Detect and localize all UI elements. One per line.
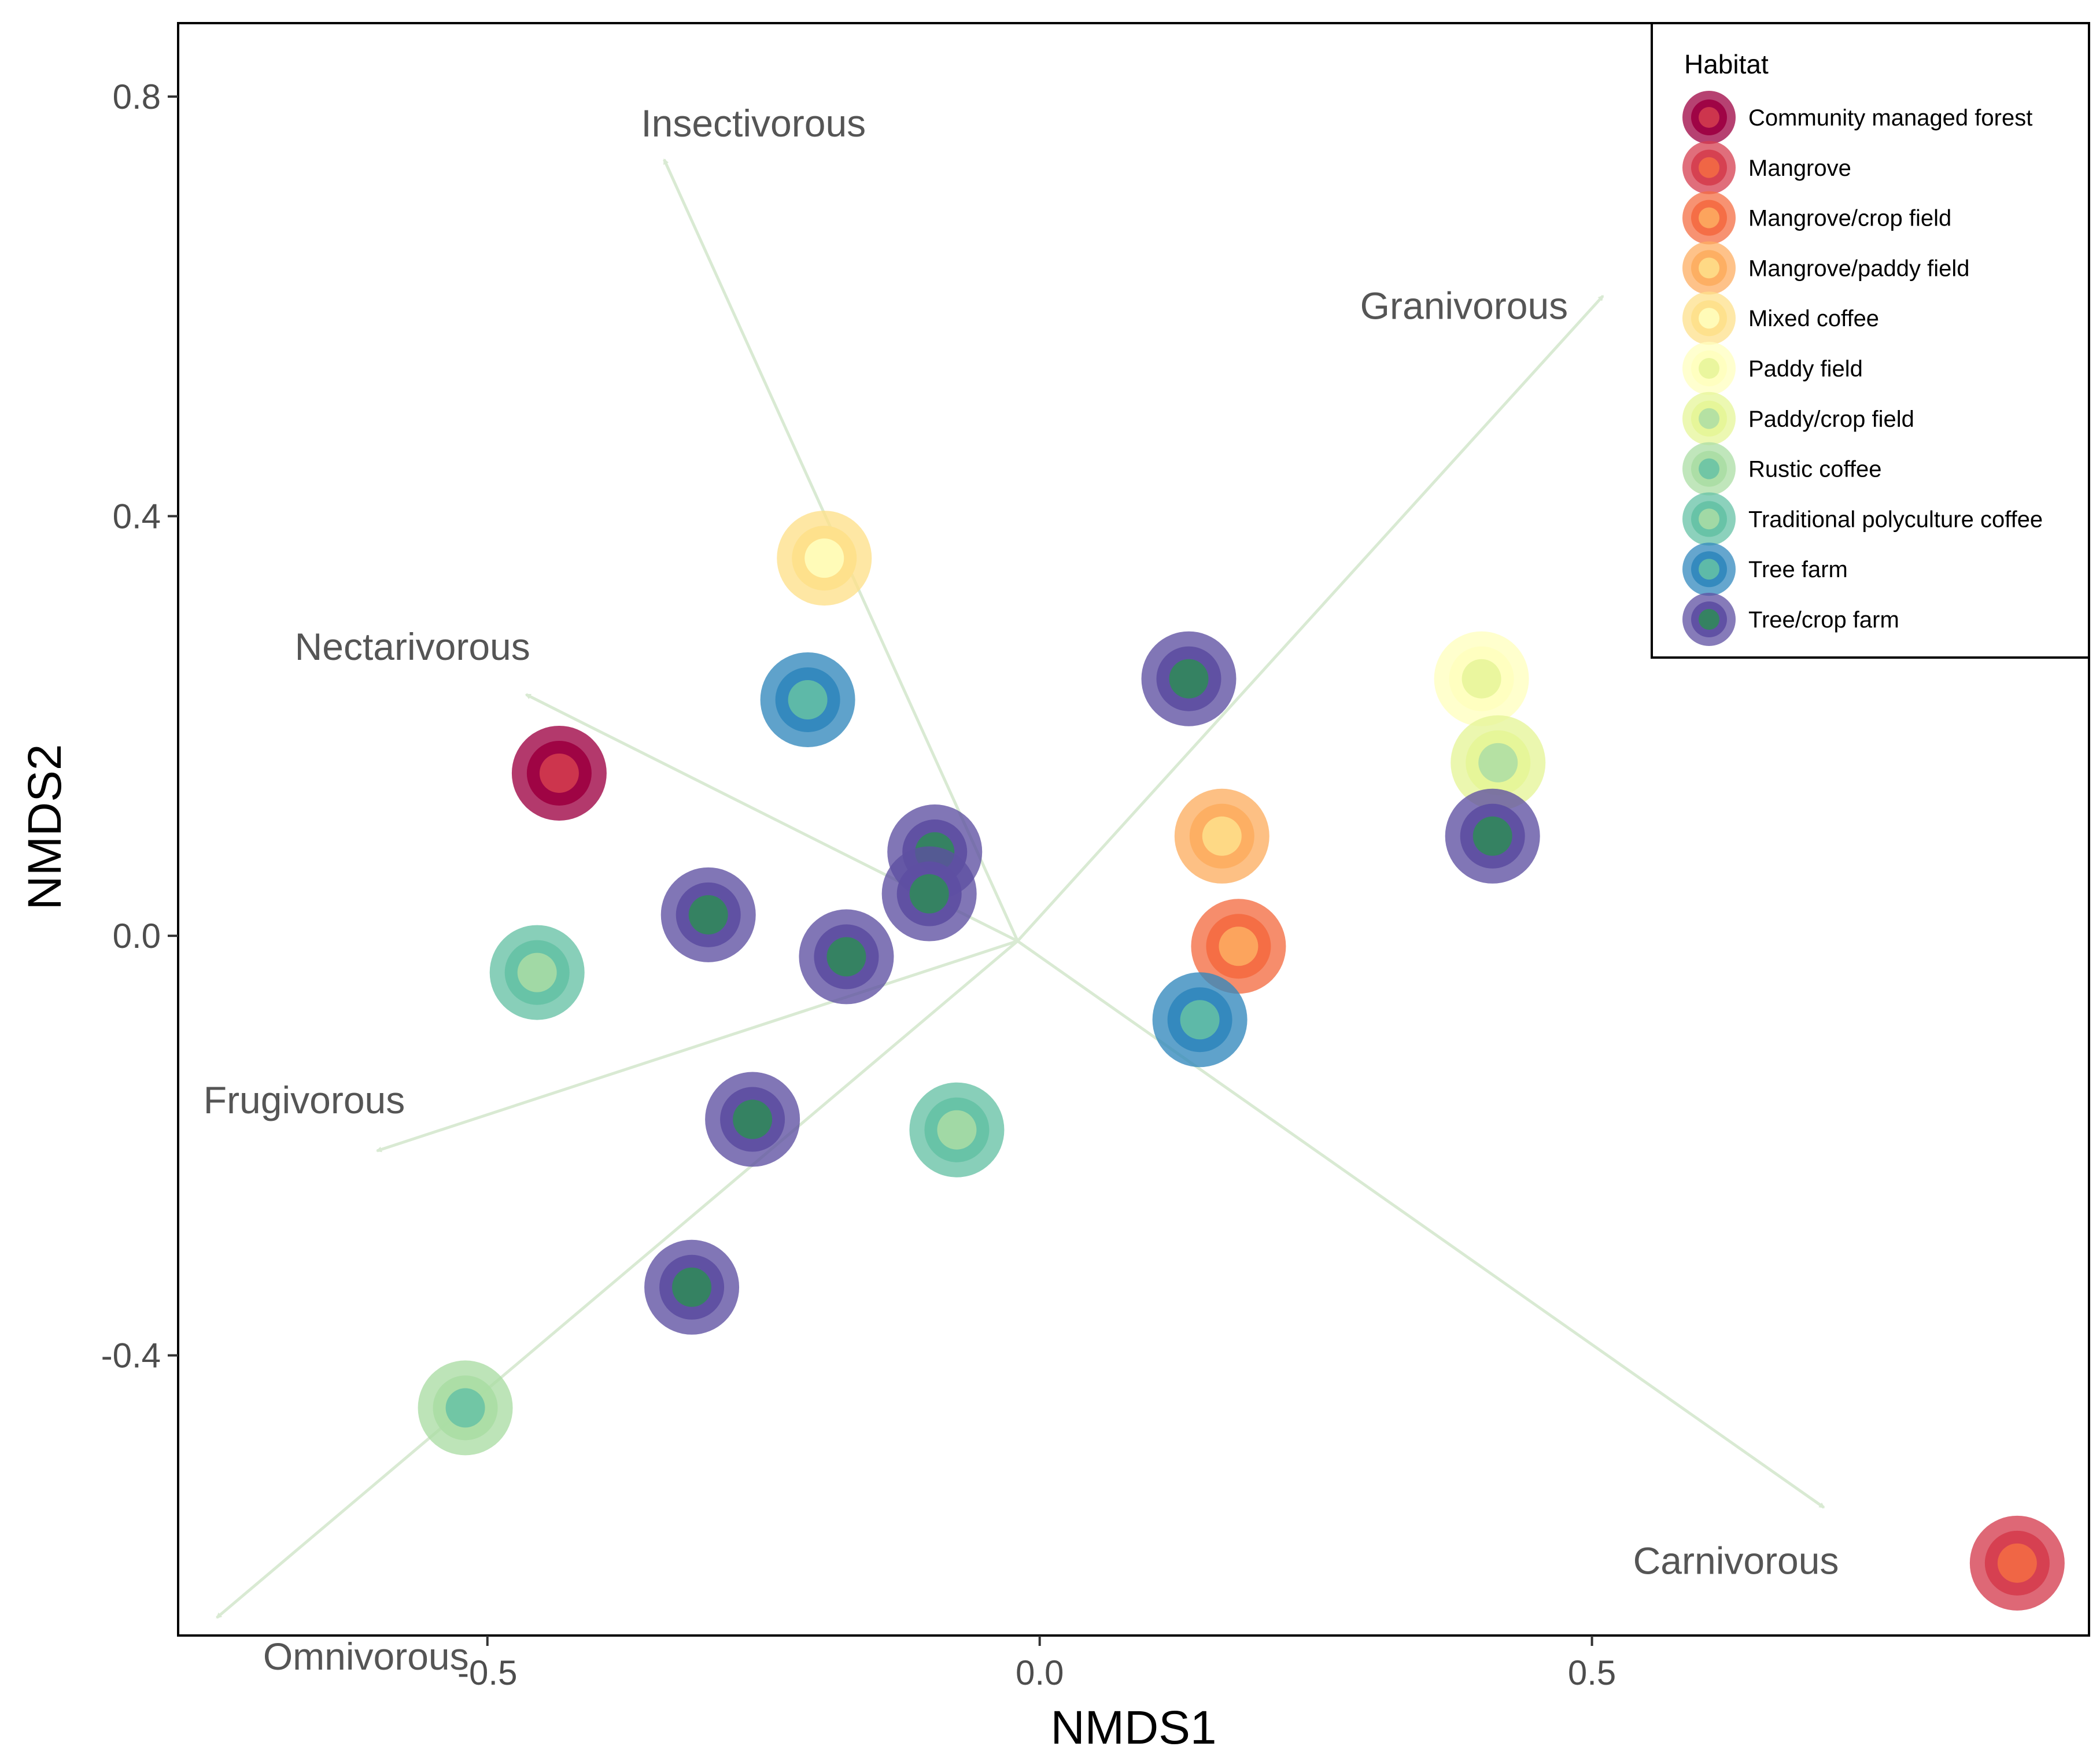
vector-frugivorous: [375, 939, 1018, 1153]
vector-label-nectarivorous: Nectarivorous: [295, 625, 530, 668]
legend-item-tree-crop-farm: Tree/crop farm: [1682, 593, 1899, 646]
point-core-mangrove-paddy-field: [1202, 816, 1242, 856]
point-core-community-managed-forest: [539, 753, 579, 793]
vector-carnivorous: [1017, 940, 1825, 1509]
legend-key-core: [1699, 157, 1719, 178]
legend-key-core: [1699, 257, 1719, 279]
legend-item-mixed-coffee: Mixed coffee: [1682, 291, 1879, 345]
legend-label: Tree farm: [1748, 557, 1848, 582]
legend-item-mangrove: Mangrove: [1682, 141, 1851, 194]
legend-item-rustic-coffee: Rustic coffee: [1682, 442, 1882, 496]
legend-item-mangrove-paddy-field: Mangrove/paddy field: [1682, 241, 1969, 295]
legend-key-core: [1699, 609, 1719, 630]
legend-title: Habitat: [1684, 49, 1769, 79]
trait-vectors: Insectivorous Nectarivorous Granivorous Fru…: [204, 102, 1839, 1678]
point-core-paddy-field: [1461, 659, 1501, 699]
legend-key-core: [1699, 107, 1719, 128]
y-tick-label: -0.4: [101, 1337, 161, 1375]
legend-item-traditional-polyculture-coffee: Traditional polyculture coffee: [1682, 492, 2043, 546]
point-core-traditional-polyculture-coffee: [517, 953, 557, 992]
legend-item-community-managed-forest: Community managed forest: [1682, 91, 2032, 144]
x-axis-title: NMDS1: [1050, 1701, 1216, 1754]
legend-key-core: [1699, 408, 1719, 429]
vector-label-insectivorous: Insectivorous: [641, 102, 866, 145]
point-core-tree-crop-farm: [909, 874, 949, 914]
legend-label: Mangrove/paddy field: [1748, 256, 1969, 281]
legend-key-core: [1699, 458, 1719, 479]
legend-label: Community managed forest: [1748, 105, 2032, 131]
legend-item-paddy-field: Paddy field: [1682, 342, 1863, 395]
y-axis-title: NMDS2: [19, 744, 71, 910]
x-tick-label: 0.0: [1016, 1653, 1064, 1692]
legend-key-core: [1699, 358, 1719, 379]
legend-key-core: [1699, 559, 1719, 580]
legend-label: Rustic coffee: [1748, 457, 1882, 482]
point-core-tree-farm: [788, 680, 828, 719]
legend-label: Mixed coffee: [1748, 306, 1879, 331]
legend-label: Tree/crop farm: [1748, 607, 1899, 633]
vector-label-granivorous: Granivorous: [1360, 285, 1568, 327]
vector-label-carnivorous: Carnivorous: [1633, 1540, 1839, 1582]
y-tick-label: 0.4: [113, 497, 161, 536]
legend: Habitat Community managed forest Mangrove…: [1651, 22, 2090, 659]
point-core-paddy-crop-field: [1478, 743, 1518, 782]
x-tick-label: -0.5: [457, 1653, 517, 1692]
legend-item-tree-farm: Tree farm: [1682, 542, 1848, 596]
legend-label: Paddy field: [1748, 356, 1863, 382]
legend-key-core: [1699, 308, 1719, 329]
point-core-rustic-coffee: [445, 1388, 485, 1428]
vector-label-frugivorous: Frugivorous: [204, 1079, 405, 1121]
legend-item-mangrove-crop-field: Mangrove/crop field: [1682, 191, 1951, 245]
point-core-tree-crop-farm: [1169, 659, 1209, 699]
legend-label: Paddy/crop field: [1748, 407, 1914, 432]
legend-label: Mangrove: [1748, 156, 1851, 181]
point-core-tree-crop-farm: [688, 895, 728, 935]
point-core-tree-crop-farm: [733, 1099, 773, 1139]
y-tick-label: 0.8: [113, 77, 161, 116]
vector-label-omnivorous: Omnivorous: [263, 1635, 469, 1678]
point-core-mangrove: [1997, 1543, 2037, 1583]
point-core-tree-crop-farm: [826, 937, 866, 977]
point-core-tree-crop-farm: [672, 1267, 712, 1307]
vector-omnivorous: [216, 940, 1019, 1619]
point-core-traditional-polyculture-coffee: [937, 1110, 977, 1150]
vector-granivorous: [1016, 294, 1604, 942]
point-core-mangrove-crop-field: [1219, 926, 1258, 966]
legend-label: Traditional polyculture coffee: [1748, 507, 2043, 532]
legend-label: Mangrove/crop field: [1748, 206, 1951, 231]
point-core-mixed-coffee: [804, 538, 844, 578]
point-core-tree-crop-farm: [1472, 816, 1512, 856]
axes: -0.5 0.0 0.5 0.8 0.4 0.0 -0.4: [101, 77, 1616, 1692]
site-points: [418, 511, 2065, 1611]
legend-key-core: [1699, 207, 1719, 228]
x-tick-label: 0.5: [1568, 1653, 1616, 1692]
legend-item-paddy-crop-field: Paddy/crop field: [1682, 392, 1914, 445]
point-core-tree-farm: [1180, 1000, 1220, 1040]
legend-key-core: [1699, 508, 1719, 530]
y-tick-label: 0.0: [113, 917, 161, 955]
